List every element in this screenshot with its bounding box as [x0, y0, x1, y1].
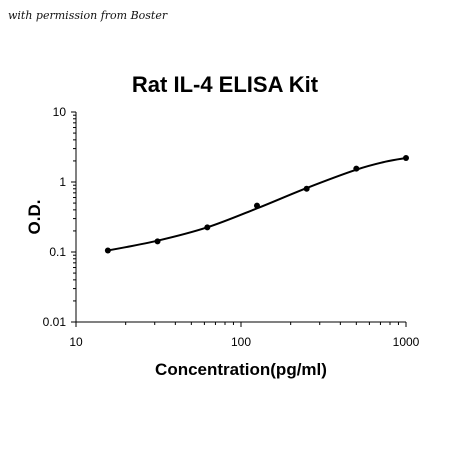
data-points: [104, 155, 409, 254]
y-tick-label: 10: [53, 105, 67, 119]
tick-labels: 0.01 0.1 1 10 10 100 1000: [43, 105, 420, 349]
axes: [75, 112, 406, 323]
x-tick-label: 10: [69, 335, 83, 349]
y-tick-label: 0.1: [49, 245, 66, 259]
x-tick-label: 1000: [393, 335, 420, 349]
data-point: [154, 238, 161, 245]
data-point: [253, 202, 260, 209]
permission-note: with permission from Boster: [8, 9, 168, 22]
data-point: [104, 247, 111, 254]
y-tick-label: 1: [59, 175, 66, 189]
y-tick-label: 0.01: [43, 315, 67, 329]
data-point: [303, 185, 310, 192]
chart-title: Rat IL-4 ELISA Kit: [131, 72, 319, 97]
x-tick-label: 100: [231, 335, 251, 349]
y-axis-title: O.D.: [25, 200, 44, 235]
x-axis-title: Concentration(pg/ml): [155, 360, 327, 379]
data-point: [403, 155, 409, 162]
fit-curve: [107, 157, 407, 252]
ticks: [71, 111, 407, 327]
data-point: [204, 224, 211, 231]
data-point: [353, 165, 360, 172]
